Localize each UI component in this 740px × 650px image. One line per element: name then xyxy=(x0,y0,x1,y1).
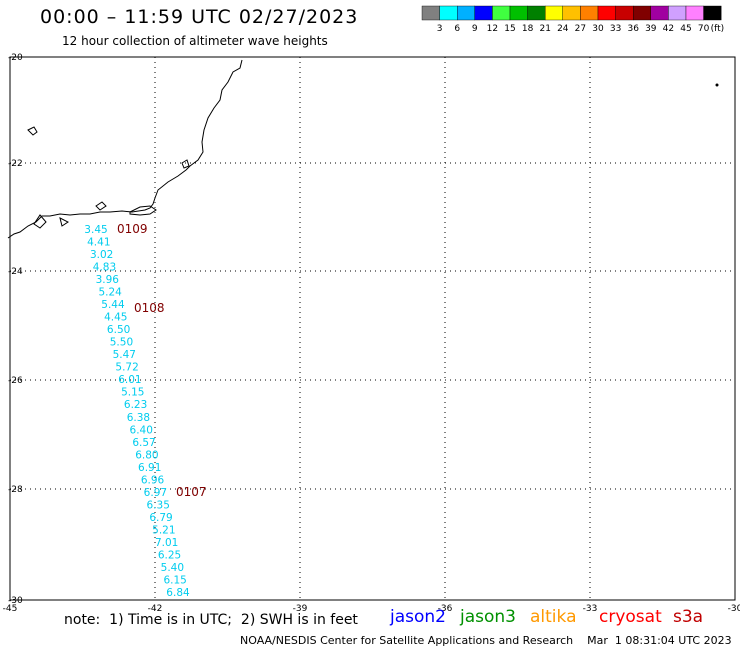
wave-height-label: 5.24 xyxy=(98,287,122,299)
pass-time-label: 0109 xyxy=(117,222,148,236)
axis-labels: -20-22-24-26-28-30-45 -42 -39 -36 -33 -30 xyxy=(3,53,740,614)
legend-label: 70 xyxy=(698,24,710,34)
wave-height-color-legend: 3 6 9 12 15 18 21 24 27 30 33 36 39 42 45 70 (ft) xyxy=(421,5,725,34)
wave-height-label: 3.96 xyxy=(96,274,120,286)
wave-height-label: 4.83 xyxy=(93,262,116,274)
graticule-grid xyxy=(10,57,735,600)
wave-height-label: 3.45 xyxy=(84,224,107,236)
lon-label: -42 xyxy=(148,604,163,614)
lon-label: -30 xyxy=(728,604,740,614)
legend-swatch xyxy=(703,5,722,21)
wave-height-label: 5.21 xyxy=(152,524,175,536)
wave-height-label: 4.41 xyxy=(87,237,110,249)
island xyxy=(27,126,38,136)
lon-label: -39 xyxy=(293,604,308,614)
wave-height-label: 6.91 xyxy=(138,462,161,474)
lon-label: -36 xyxy=(438,604,453,614)
footer-note: note: 1) Time is in UTC; 2) SWH is in fe… xyxy=(64,612,358,628)
altimeter-track: 3.454.413.024.833.965.245.444.456.505.50… xyxy=(84,224,190,599)
legend-label: 42 xyxy=(663,24,674,34)
satellite-s3a: s3a xyxy=(673,607,704,627)
legend-unit: (ft) xyxy=(711,24,725,34)
lon-label: -33 xyxy=(583,604,598,614)
legend-label: 9 xyxy=(472,24,478,34)
lat-label: -20 xyxy=(8,53,23,63)
island-dot xyxy=(715,83,719,87)
wave-height-label: 5.50 xyxy=(110,337,133,349)
wave-height-label: 5.40 xyxy=(161,562,184,574)
lat-label: -30 xyxy=(8,596,23,606)
credit-line: NOAA/NESDIS Center for Satellite Applica… xyxy=(240,634,732,647)
wave-height-label: 5.47 xyxy=(113,349,136,361)
wave-height-label: 5.44 xyxy=(101,299,125,311)
pass-time-label: 0108 xyxy=(134,301,165,315)
legend-label: 12 xyxy=(487,24,498,34)
wave-height-label: 6.23 xyxy=(124,399,147,411)
map-title: 00:00 – 11:59 UTC 02/27/2023 xyxy=(40,6,359,28)
wave-height-label: 6.50 xyxy=(107,324,130,336)
wave-height-label: 6.80 xyxy=(135,449,158,461)
map-frame xyxy=(9,56,736,601)
wave-height-label: 6.25 xyxy=(158,549,181,561)
satellite-cryosat: cryosat xyxy=(599,607,662,627)
wave-height-label: 6.97 xyxy=(144,487,167,499)
satellite-jason3: jason3 xyxy=(460,607,516,627)
legend-label: 15 xyxy=(504,24,515,34)
legend-label: 39 xyxy=(645,24,657,34)
wave-height-label: 5.72 xyxy=(115,362,138,374)
pass-time-labels: 0109 0108 0107 xyxy=(117,222,207,499)
lat-label: -26 xyxy=(8,376,23,386)
wave-height-label: 6.15 xyxy=(163,574,186,586)
coastline-bay xyxy=(33,159,190,229)
wave-height-label: 6.01 xyxy=(118,374,141,386)
wave-height-label: 4.45 xyxy=(104,312,127,324)
legend-label: 21 xyxy=(539,24,550,34)
lat-label: -22 xyxy=(8,159,23,169)
map-subtitle: 12 hour collection of altimeter wave hei… xyxy=(62,34,328,48)
lat-label: -28 xyxy=(8,485,23,495)
coastline xyxy=(7,59,243,239)
wave-height-label: 3.02 xyxy=(90,249,113,261)
wave-height-label: 6.96 xyxy=(141,474,165,486)
legend-label: 24 xyxy=(557,24,569,34)
legend-label: 33 xyxy=(610,24,621,34)
wave-height-label: 6.38 xyxy=(127,412,150,424)
lon-label: -45 xyxy=(3,604,18,614)
legend-label: 45 xyxy=(680,24,691,34)
legend-label: 6 xyxy=(454,24,460,34)
legend-label: 30 xyxy=(592,24,604,34)
wave-height-label: 6.79 xyxy=(149,512,172,524)
pass-time-label: 0107 xyxy=(176,485,207,499)
legend-label: 36 xyxy=(627,24,639,34)
legend-label: 3 xyxy=(437,24,443,34)
legend-label: 18 xyxy=(522,24,534,34)
wave-height-label: 6.57 xyxy=(132,437,155,449)
wave-height-label: 6.84 xyxy=(166,587,190,599)
wave-height-label: 7.01 xyxy=(155,537,178,549)
wave-height-label: 6.40 xyxy=(130,424,153,436)
lat-label: -24 xyxy=(8,267,23,277)
satellite-altika: altika xyxy=(530,607,577,627)
legend-label: 27 xyxy=(575,24,586,34)
satellite-jason2: jason2 xyxy=(390,607,446,627)
wave-height-label: 5.15 xyxy=(121,387,144,399)
wave-height-label: 6.35 xyxy=(147,499,170,511)
